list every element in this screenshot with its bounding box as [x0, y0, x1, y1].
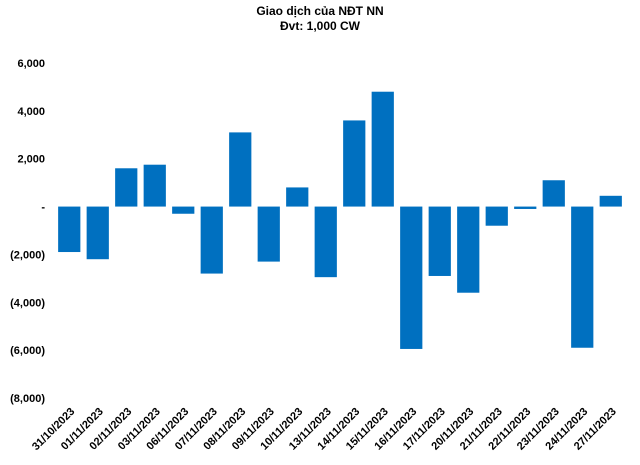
- bar-24/11/2023: [571, 206, 594, 348]
- bar-02/11/2023: [115, 168, 138, 207]
- bar-08/11/2023: [229, 132, 252, 207]
- y-tick-label: 2,000: [17, 154, 45, 166]
- bar-13/11/2023: [314, 206, 337, 278]
- bar-09/11/2023: [257, 206, 280, 262]
- chart-subtitle: Đvt: 1,000 CW: [279, 19, 361, 33]
- bar-07/11/2023: [200, 206, 223, 274]
- bar-20/11/2023: [457, 206, 480, 293]
- chart-title: Giao dịch của NĐT NN: [256, 4, 384, 18]
- bar-15/11/2023: [371, 91, 394, 207]
- bar-22/11/2023: [514, 206, 537, 209]
- bar-31/10/2023: [58, 206, 81, 253]
- bar-27/11/2023: [599, 195, 622, 207]
- x-axis: 31/10/202301/11/202302/11/202303/11/2023…: [30, 406, 619, 453]
- bar-21/11/2023: [485, 206, 508, 226]
- y-tick-label: -: [41, 202, 45, 214]
- y-tick-label: (4,000): [10, 297, 45, 309]
- y-tick-label: (2,000): [10, 249, 45, 261]
- y-tick-label: 6,000: [17, 58, 45, 70]
- bar-03/11/2023: [143, 164, 166, 207]
- bars-group: [58, 91, 622, 349]
- bar-23/11/2023: [542, 180, 565, 207]
- bar-10/11/2023: [286, 187, 309, 207]
- y-tick-label: 4,000: [17, 106, 45, 118]
- bar-17/11/2023: [428, 206, 451, 276]
- bar-16/11/2023: [400, 206, 423, 349]
- bar-01/11/2023: [86, 206, 109, 260]
- chart-title-block: Giao dịch của NĐT NN Đvt: 1,000 CW: [0, 4, 640, 34]
- y-axis: 6,000 4,000 2,000 - (2,000) (4,000) (6,000) (8,…: [10, 58, 45, 405]
- bar-14/11/2023: [343, 120, 366, 207]
- y-tick-label: (8,000): [10, 393, 45, 405]
- y-tick-label: (6,000): [10, 345, 45, 357]
- bar-06/11/2023: [172, 206, 195, 214]
